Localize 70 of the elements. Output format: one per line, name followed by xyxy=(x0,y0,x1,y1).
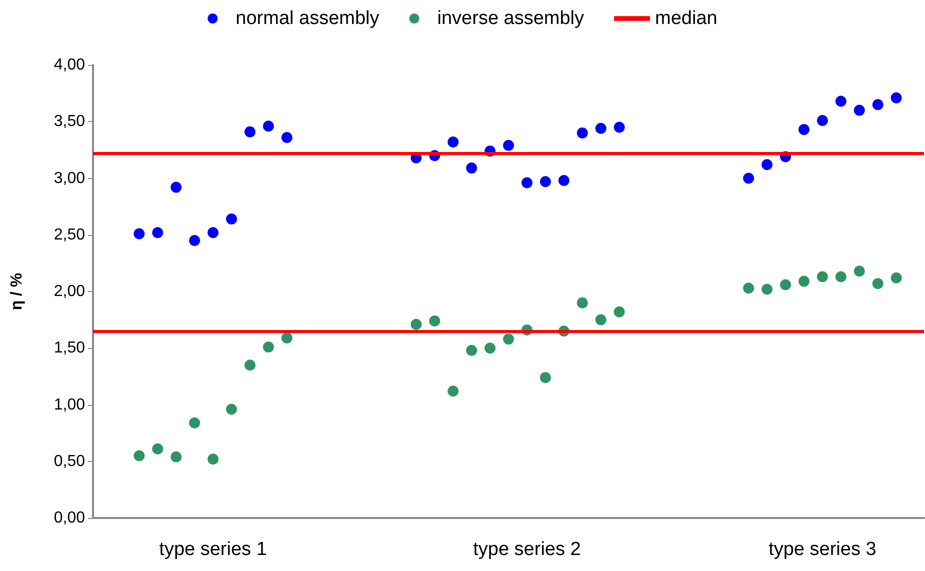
point xyxy=(208,227,219,238)
point xyxy=(798,124,810,136)
point xyxy=(576,297,588,308)
point xyxy=(448,136,459,148)
point xyxy=(540,372,551,384)
point xyxy=(576,127,588,138)
point xyxy=(798,276,810,287)
point xyxy=(152,443,164,454)
point xyxy=(854,266,865,277)
point xyxy=(595,122,606,134)
y-tick-label: 0,00 xyxy=(54,510,86,526)
point xyxy=(429,315,440,326)
point xyxy=(244,360,256,371)
point xyxy=(226,214,237,225)
point xyxy=(134,450,145,462)
x-tick-label: type series 2 xyxy=(473,539,581,560)
point xyxy=(281,132,292,143)
y-tick-label: 2,50 xyxy=(54,226,86,244)
y-tick-label: 4,00 xyxy=(54,56,86,74)
point xyxy=(448,386,459,397)
point xyxy=(872,99,884,110)
point xyxy=(540,176,551,188)
point xyxy=(152,227,164,238)
y-tick-label: 1,50 xyxy=(54,340,86,357)
legend-label: inverse assembly xyxy=(437,8,585,29)
point xyxy=(189,235,200,246)
x-tick-label: type series 3 xyxy=(768,539,876,560)
point xyxy=(743,282,754,294)
point xyxy=(890,92,902,104)
point xyxy=(816,114,828,126)
y-tick-label: 1,00 xyxy=(54,396,86,414)
point xyxy=(558,175,570,186)
point xyxy=(614,306,625,318)
point xyxy=(484,342,496,354)
point xyxy=(835,271,846,282)
y-tick-label: 3,00 xyxy=(54,170,86,187)
point xyxy=(226,404,237,415)
y-tick-label: 3,50 xyxy=(54,113,86,130)
point xyxy=(262,120,274,132)
point xyxy=(208,454,219,465)
point xyxy=(281,332,292,344)
point xyxy=(780,279,791,290)
point xyxy=(872,278,884,290)
point xyxy=(762,159,773,170)
point xyxy=(134,228,145,240)
point xyxy=(466,162,478,174)
point xyxy=(835,96,846,107)
point xyxy=(170,182,182,193)
point xyxy=(890,272,902,284)
point xyxy=(854,104,865,116)
y-tick-label: 0,50 xyxy=(54,452,86,470)
point xyxy=(816,271,828,282)
legend-label: median xyxy=(655,8,718,29)
point xyxy=(503,334,514,345)
point xyxy=(762,284,773,295)
point xyxy=(614,122,625,133)
point xyxy=(503,140,514,151)
y-axis-title: η / % xyxy=(8,272,26,310)
point xyxy=(410,318,422,330)
y-tick-label: 2,00 xyxy=(54,283,86,300)
point xyxy=(189,417,200,428)
legend-label: normal assembly xyxy=(236,8,380,29)
point xyxy=(466,344,478,356)
point xyxy=(170,451,182,462)
x-tick-label: type series 1 xyxy=(159,539,267,560)
point xyxy=(743,172,754,184)
point xyxy=(262,341,274,352)
point xyxy=(595,314,606,326)
point xyxy=(244,126,256,138)
point xyxy=(521,177,532,188)
